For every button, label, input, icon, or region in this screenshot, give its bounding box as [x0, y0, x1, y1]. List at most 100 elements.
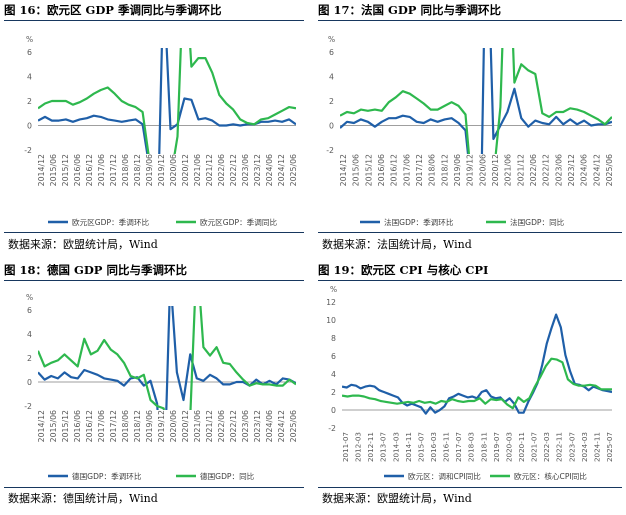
- x-tick-label: 2012-11: [366, 432, 375, 462]
- x-tick-label: 2015/12: [61, 410, 70, 442]
- figure-17-chart: % -2 0 2 4 6 2014/12 2015/06 2015/12 2016/06 2016/…: [326, 35, 614, 227]
- x-tick-label: 2019/06: [145, 410, 154, 442]
- y-tick-label: 6: [331, 352, 336, 361]
- x-tick-label: 2014/12: [37, 410, 46, 442]
- y-tick-label: 0: [27, 378, 32, 387]
- legend-label-1: 欧元区GDP：季调同比: [200, 217, 277, 227]
- series-line-0: [340, 48, 612, 154]
- y-tick-label: 2: [27, 97, 32, 106]
- figure-17-source: 数据来源：法国统计局，Wind: [322, 238, 472, 251]
- x-tick-label: 2015/06: [49, 154, 58, 186]
- x-tick-label: 2019/06: [145, 154, 154, 186]
- legend-label-0: 欧元区：调和CPI同比: [408, 471, 481, 481]
- x-tick-label: 2022/06: [217, 410, 226, 442]
- x-tick-label: 2014/12: [37, 154, 46, 186]
- x-tick-label: 2024-11: [592, 432, 601, 462]
- x-tick-label: 2017-07: [454, 432, 463, 462]
- y-tick-label: 0: [331, 406, 336, 415]
- figure-18-title: 图 18：德国 GDP 同比与季调环比: [4, 263, 187, 277]
- x-tick-label: 2020-11: [517, 432, 526, 462]
- x-tick-label: 2020/12: [181, 154, 190, 186]
- series-line-1: [38, 48, 296, 154]
- x-tick-label: 2017/12: [415, 154, 424, 186]
- x-tick-label: 2017/06: [402, 154, 411, 186]
- x-tick-label: 2020/06: [169, 154, 178, 186]
- x-tick-label: 2019/12: [157, 410, 166, 442]
- x-tick-label: 2024-03: [580, 432, 589, 462]
- x-tick-label: 2018-11: [479, 432, 488, 462]
- x-tick-label: 2015/12: [61, 154, 70, 186]
- series-line-1: [340, 48, 612, 154]
- x-tick-label: 2023/12: [253, 154, 262, 186]
- x-tick-label: 2020/12: [181, 410, 190, 442]
- x-tick-label: 2024/06: [580, 154, 589, 186]
- figure-16-rule: [4, 20, 304, 21]
- figure-16-source: 数据来源：欧盟统计局，Wind: [8, 238, 158, 251]
- unit-label: %: [328, 35, 335, 44]
- x-tick-label: 2024/06: [265, 154, 274, 186]
- x-tick-label: 2024/12: [277, 410, 286, 442]
- x-tick-label: 2017/06: [97, 154, 106, 186]
- figure-19-bottom-rule: [318, 487, 622, 488]
- x-tick-label: 2017/12: [109, 410, 118, 442]
- x-tick-label: 2023/06: [554, 154, 563, 186]
- x-tick-label: 2018-03: [467, 432, 476, 462]
- x-tick-label: 2023/12: [253, 410, 262, 442]
- series-line-1: [38, 306, 296, 410]
- x-tick-label: 2015/12: [364, 154, 373, 186]
- figure-19-title: 图 19：欧元区 CPI 与核心 CPI: [318, 263, 489, 277]
- legend-label-1: 德国GDP：同比: [200, 471, 255, 481]
- x-tick-label: 2019/12: [466, 154, 475, 186]
- x-tick-label: 2021/06: [193, 154, 202, 186]
- y-tick-label: 2: [329, 97, 334, 106]
- x-tick-label: 2024/06: [265, 410, 274, 442]
- x-tick-label: 2023/06: [241, 410, 250, 442]
- y-tick-label: 4: [27, 330, 32, 339]
- y-tick-label: 4: [27, 73, 32, 82]
- x-tick-label: 2021/06: [193, 410, 202, 442]
- x-tick-label: 2023/12: [567, 154, 576, 186]
- figure-17-rule: [318, 20, 622, 21]
- series-line-1: [342, 357, 612, 410]
- y-tick-label: 0: [27, 122, 32, 131]
- y-tick-label: 6: [27, 306, 32, 315]
- x-tick-label: 2025/06: [605, 154, 614, 186]
- x-tick-label: 2022/12: [229, 410, 238, 442]
- x-tick-label: 2025/06: [289, 410, 298, 442]
- y-tick-label: 2: [331, 388, 336, 397]
- x-tick-label: 2022-11: [555, 432, 564, 462]
- x-tick-label: 2022/06: [529, 154, 538, 186]
- x-tick-label: 2021/12: [205, 410, 214, 442]
- legend-label-0: 法国GDP：季调环比: [384, 217, 454, 227]
- series-line-0: [38, 48, 296, 154]
- figure-16-chart: % -2 0 2 4 6 2014/12 2015/06 2015/12 2016/06 2016/…: [24, 35, 298, 227]
- figure-18-bottom-rule: [4, 487, 304, 488]
- x-tick-label: 2018/12: [440, 154, 449, 186]
- x-tick-label: 2015-07: [416, 432, 425, 462]
- x-tick-label: 2018/06: [428, 154, 437, 186]
- x-tick-label: 2021-07: [530, 432, 539, 462]
- y-tick-label: 6: [329, 48, 334, 57]
- figure-19-chart: % -2 0 2 4 6 8 10 12 2011-07 2012-03 2012-11 2013-07…: [326, 285, 614, 481]
- y-tick-label: -2: [24, 402, 32, 411]
- x-tick-label: 2014-11: [404, 432, 413, 462]
- x-tick-label: 2022/12: [229, 154, 238, 186]
- unit-label: %: [26, 293, 33, 302]
- x-tick-label: 2025/06: [289, 154, 298, 186]
- y-tick-label: 10: [326, 316, 336, 325]
- x-tick-label: 2022/12: [542, 154, 551, 186]
- x-tick-label: 2021/06: [504, 154, 513, 186]
- y-tick-label: -2: [326, 146, 334, 155]
- figure-16-bottom-rule: [4, 232, 304, 233]
- y-tick-label: 2: [27, 354, 32, 363]
- x-tick-label: 2016-11: [442, 432, 451, 462]
- series-line-0: [38, 306, 296, 410]
- legend-label-0: 德国GDP：季调环比: [72, 471, 142, 481]
- figure-18-rule: [4, 280, 304, 281]
- x-tick-label: 2016/06: [377, 154, 386, 186]
- figure-16-title: 图 16：欧元区 GDP 季调同比与季调环比: [4, 3, 222, 17]
- figure-17-bottom-rule: [318, 232, 622, 233]
- figure-19-rule: [318, 280, 622, 281]
- x-tick-label: 2016/12: [85, 410, 94, 442]
- figure-17-title: 图 17：法国 GDP 同比与季调环比: [318, 3, 501, 17]
